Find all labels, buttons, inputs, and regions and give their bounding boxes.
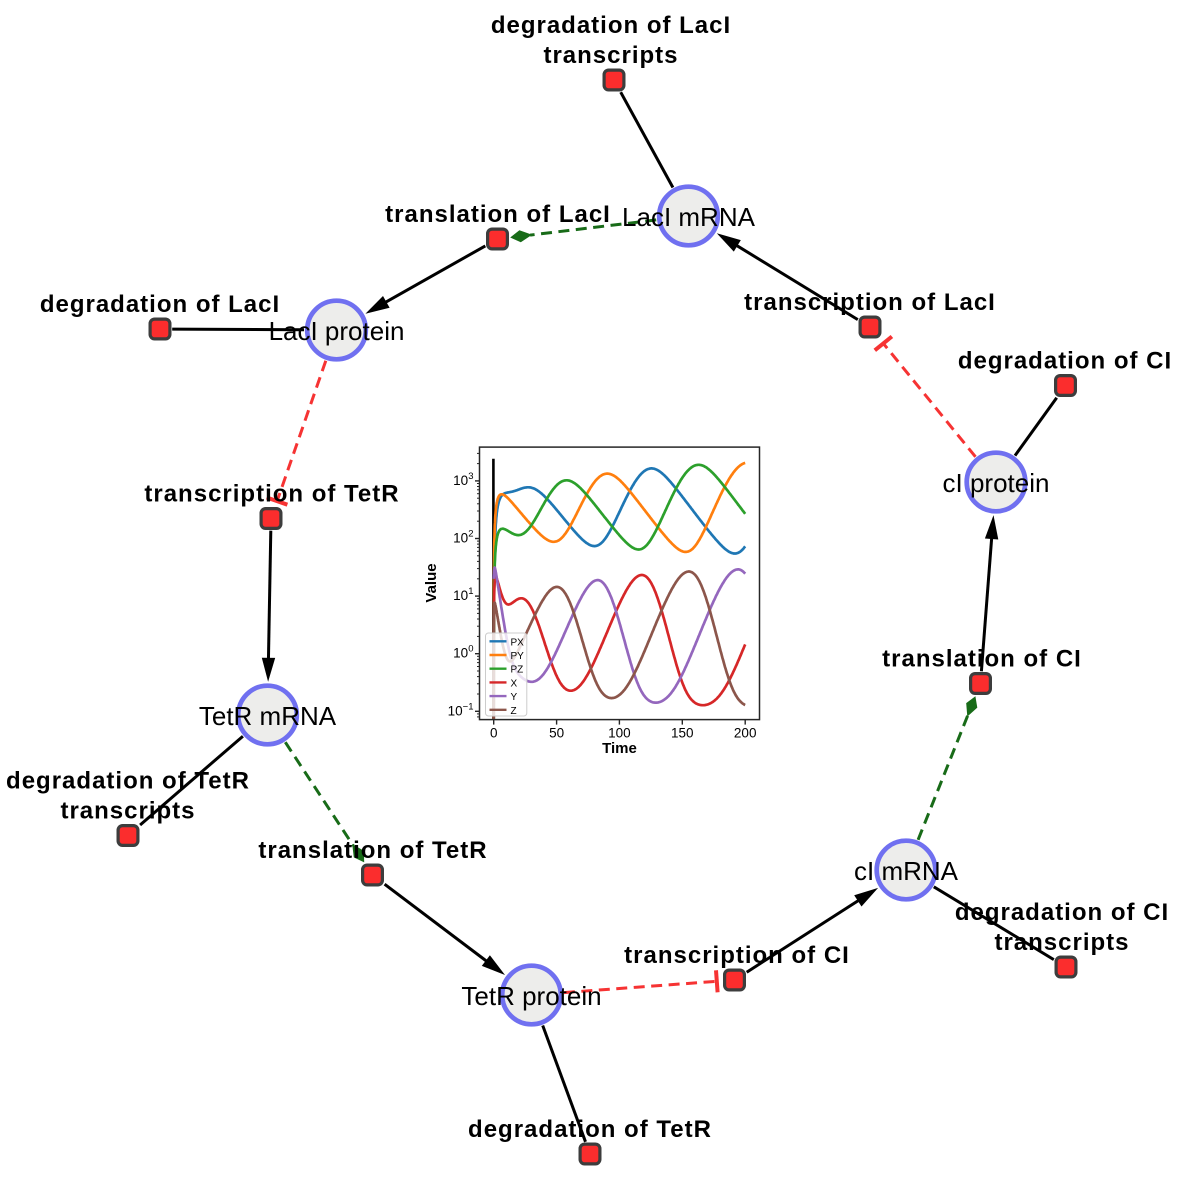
svg-text:Time: Time <box>602 740 637 757</box>
svg-text:degradation of LacI: degradation of LacI <box>40 291 280 318</box>
svg-text:transcripts: transcripts <box>994 929 1129 956</box>
svg-text:translation of LacI: translation of LacI <box>385 201 611 228</box>
svg-text:transcripts: transcripts <box>60 798 195 825</box>
svg-text:100: 100 <box>608 726 631 741</box>
svg-text:PY: PY <box>511 651 525 662</box>
svg-text:Z: Z <box>511 706 517 717</box>
svg-text:0: 0 <box>490 726 498 741</box>
svg-text:TetR mRNA: TetR mRNA <box>199 701 337 731</box>
svg-text:PX: PX <box>511 637 525 648</box>
svg-text:X: X <box>511 678 518 689</box>
svg-text:transcription of TetR: transcription of TetR <box>144 481 399 508</box>
svg-text:200: 200 <box>734 726 757 741</box>
svg-text:cI protein: cI protein <box>943 468 1050 498</box>
svg-text:cI mRNA: cI mRNA <box>854 856 959 886</box>
svg-text:LacI protein: LacI protein <box>269 316 405 346</box>
svg-text:transcription of CI: transcription of CI <box>624 942 850 969</box>
svg-text:transcription of LacI: transcription of LacI <box>744 289 996 316</box>
svg-text:degradation of CI: degradation of CI <box>958 348 1172 375</box>
svg-text:degradation of LacI: degradation of LacI <box>491 12 731 39</box>
svg-text:translation of TetR: translation of TetR <box>258 837 487 864</box>
svg-text:translation of CI: translation of CI <box>882 646 1082 673</box>
svg-text:degradation of TetR: degradation of TetR <box>6 768 250 795</box>
svg-text:degradation of CI: degradation of CI <box>955 899 1169 926</box>
svg-text:LacI mRNA: LacI mRNA <box>622 202 756 232</box>
svg-text:Y: Y <box>511 692 518 703</box>
svg-text:degradation of TetR: degradation of TetR <box>468 1116 712 1143</box>
svg-text:50: 50 <box>549 726 564 741</box>
svg-text:150: 150 <box>671 726 694 741</box>
svg-text:Value: Value <box>423 563 440 602</box>
svg-text:transcripts: transcripts <box>543 42 678 69</box>
svg-text:TetR protein: TetR protein <box>461 981 601 1011</box>
svg-text:PZ: PZ <box>511 665 524 676</box>
